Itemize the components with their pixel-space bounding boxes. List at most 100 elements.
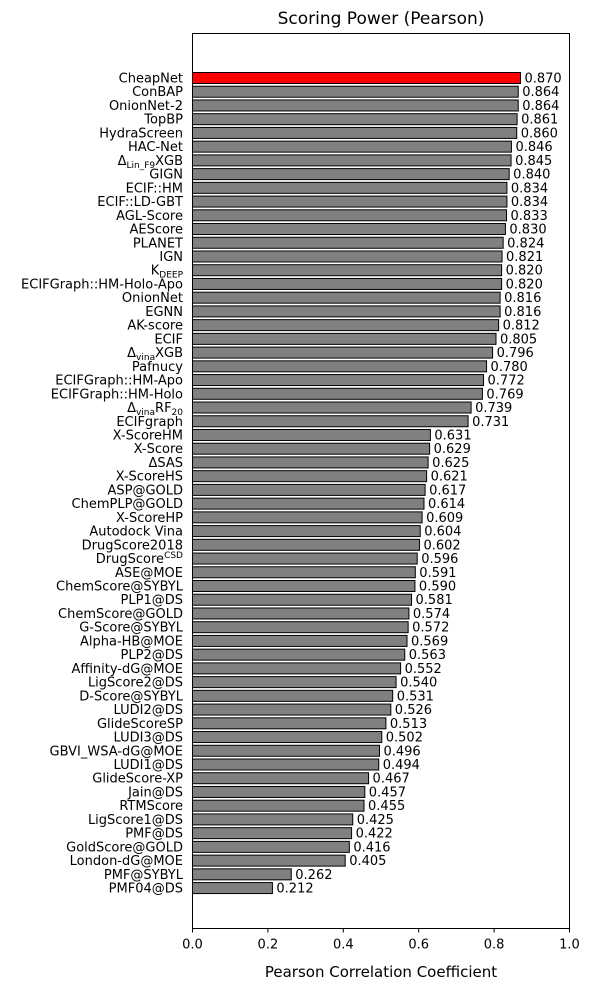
bar-32: [192, 511, 423, 524]
value-label-44: 0.540: [400, 676, 437, 691]
bar-1: [192, 85, 519, 98]
category-label-27: X-Score: [134, 442, 183, 457]
category-label-34: DrugScore2018: [82, 538, 183, 553]
value-label-19: 0.805: [500, 332, 537, 347]
value-label-46: 0.526: [395, 703, 432, 718]
x-axis-label: Pearson Correlation Coefficient: [265, 963, 497, 981]
category-label-3: TopBP: [143, 113, 183, 128]
category-label-19: ECIF: [154, 332, 183, 347]
value-label-7: 0.840: [513, 168, 550, 183]
category-label-32: X-ScoreHP: [116, 511, 183, 526]
value-label-53: 0.455: [368, 799, 405, 814]
bar-35: [192, 552, 418, 565]
value-label-56: 0.416: [353, 840, 390, 855]
value-label-33: 0.604: [424, 525, 461, 540]
value-label-36: 0.591: [419, 566, 456, 581]
value-label-45: 0.531: [397, 689, 434, 704]
category-label-46: LUDI2@DS: [114, 703, 184, 718]
category-label-38: PLP1@DS: [121, 593, 183, 608]
bar-23: [192, 387, 483, 400]
category-label-51: GlideScore-XP: [92, 772, 183, 787]
category-label-39: ChemScore@GOLD: [58, 607, 183, 622]
value-label-55: 0.422: [356, 827, 393, 842]
category-label-22: ECIFGraph::HM-Apo: [55, 374, 183, 389]
category-label-56: GoldScore@GOLD: [66, 840, 183, 855]
value-label-15: 0.820: [506, 277, 543, 292]
category-label-16: OnionNet: [122, 291, 183, 306]
value-label-26: 0.631: [434, 428, 471, 443]
x-tick-label-2: 0.4: [333, 938, 354, 953]
category-label-7: GIGN: [149, 168, 183, 183]
bar-17: [192, 305, 501, 318]
bar-53: [192, 799, 365, 812]
bar-6: [192, 154, 512, 167]
category-label-28: ΔSAS: [148, 456, 183, 471]
category-labels: CheapNetConBAPOnionNet-2TopBPHydraScreen…: [21, 72, 184, 897]
bar-58: [192, 868, 292, 881]
bar-25: [192, 415, 469, 428]
value-label-57: 0.405: [349, 854, 386, 869]
value-label-38: 0.581: [416, 593, 453, 608]
bar-40: [192, 621, 409, 634]
category-label-31: ChemPLP@GOLD: [72, 497, 183, 512]
bar-50: [192, 758, 380, 771]
bar-2: [192, 99, 519, 112]
category-label-37: ChemScore@SYBYL: [56, 580, 184, 595]
chart-title: Scoring Power (Pearson): [278, 9, 485, 29]
bar-38: [192, 593, 413, 606]
value-label-11: 0.830: [509, 223, 546, 238]
value-label-13: 0.821: [506, 250, 543, 265]
value-label-10: 0.833: [511, 209, 548, 224]
category-label-58: PMF@SYBYL: [104, 868, 184, 883]
category-label-54: LigScore1@DS: [88, 813, 183, 828]
value-label-14: 0.820: [506, 264, 543, 279]
value-label-30: 0.617: [429, 483, 466, 498]
value-labels: 0.8700.8640.8640.8610.8600.8460.8450.840…: [276, 72, 561, 897]
value-label-12: 0.824: [507, 236, 544, 251]
bar-33: [192, 525, 421, 538]
category-label-29: X-ScoreHS: [116, 470, 183, 485]
category-label-24: ΔvinaRF20: [127, 401, 183, 418]
value-label-40: 0.572: [412, 621, 449, 636]
bar-31: [192, 497, 425, 510]
bar-7: [192, 168, 510, 181]
bar-30: [192, 483, 426, 496]
value-label-48: 0.502: [386, 731, 423, 746]
bar-29: [192, 470, 428, 483]
category-label-2: OnionNet-2: [109, 99, 183, 114]
category-label-43: Affinity-dG@MOE: [71, 662, 183, 677]
x-tick-label-4: 0.8: [484, 938, 505, 953]
bar-44: [192, 676, 397, 689]
category-label-47: GlideScoreSP: [97, 717, 183, 732]
value-label-39: 0.574: [413, 607, 450, 622]
bar-21: [192, 360, 488, 373]
value-label-37: 0.590: [419, 580, 456, 595]
bar-9: [192, 195, 508, 208]
category-label-42: PLP2@DS: [121, 648, 183, 663]
category-label-13: IGN: [159, 250, 183, 265]
category-label-4: HydraScreen: [99, 126, 183, 141]
category-label-52: Jain@DS: [127, 785, 183, 800]
value-label-8: 0.834: [511, 181, 548, 196]
bar-37: [192, 580, 416, 593]
bar-5: [192, 140, 512, 153]
bar-12: [192, 236, 504, 249]
bar-20: [192, 346, 494, 359]
bar-15: [192, 277, 503, 290]
category-label-17: EGNN: [145, 305, 183, 320]
bar-10: [192, 209, 508, 222]
bar-0: [192, 72, 521, 84]
category-label-21: Pafnucy: [132, 360, 183, 375]
value-label-24: 0.739: [475, 401, 512, 416]
bar-45: [192, 689, 394, 702]
category-label-11: AEScore: [129, 223, 183, 238]
value-label-49: 0.496: [383, 744, 420, 759]
value-label-22: 0.772: [488, 374, 525, 389]
category-label-30: ASP@GOLD: [107, 483, 183, 498]
value-label-23: 0.769: [486, 387, 523, 402]
value-label-17: 0.816: [504, 305, 541, 320]
category-label-50: LUDI1@DS: [114, 758, 184, 773]
category-label-0: CheapNet: [119, 72, 183, 87]
value-label-54: 0.425: [357, 813, 394, 828]
